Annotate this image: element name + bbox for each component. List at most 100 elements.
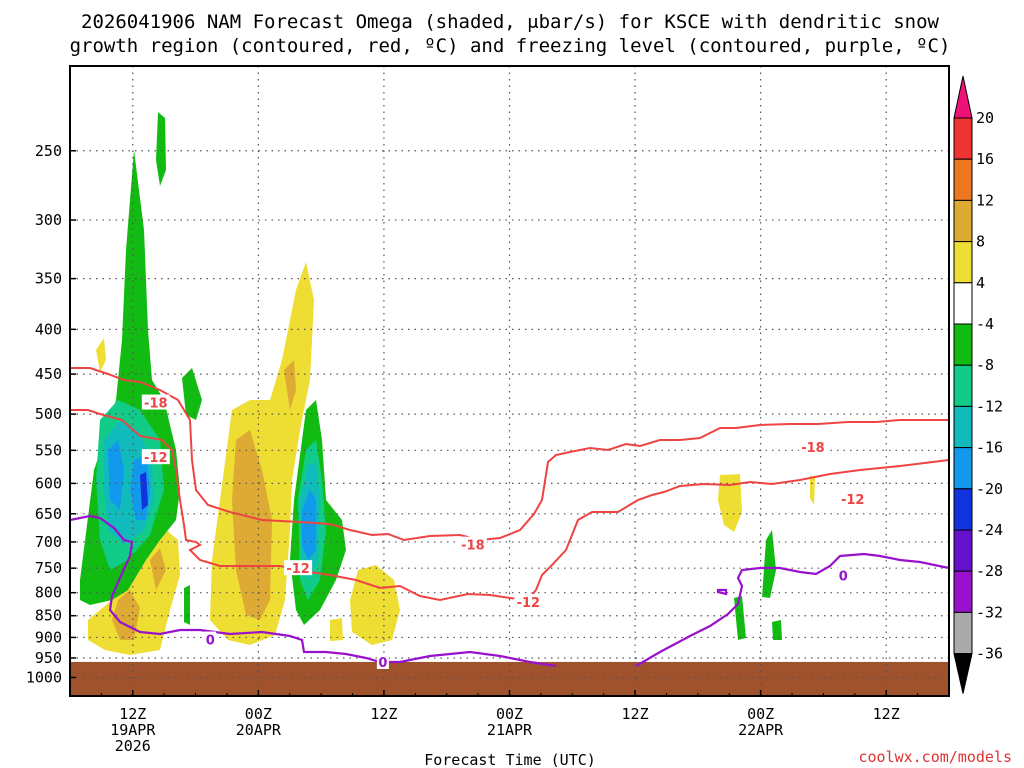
y-tick-label: 300 xyxy=(35,211,62,229)
omega-darkblue-region xyxy=(140,472,148,510)
colorbar-segment xyxy=(953,364,973,407)
colorbar-segment xyxy=(953,282,973,325)
omega-green-region xyxy=(734,596,746,640)
y-tick-label: 750 xyxy=(35,559,62,577)
y-tick-label: 450 xyxy=(35,365,62,383)
omega-yellow-region xyxy=(350,565,400,645)
colorbar-label: 20 xyxy=(976,109,994,127)
colorbar-segment xyxy=(953,241,973,284)
contour-label-background xyxy=(376,653,389,669)
colorbar-label: -28 xyxy=(976,562,1003,580)
omega-colorbar: 20 16 12 8 4 -4 -8 -12 -16 -20 -24 -28 -32 -36 xyxy=(953,75,1003,694)
colorbar-segment xyxy=(953,405,973,449)
omega-yellow-region xyxy=(330,618,343,641)
y-tick-label: 850 xyxy=(35,607,62,625)
y-tick-label: 400 xyxy=(35,320,62,338)
contour-label: -12 xyxy=(144,451,168,466)
freezing-level-closed xyxy=(716,588,728,596)
colorbar-label: 8 xyxy=(976,233,985,251)
x-tick-label: 12Z xyxy=(622,705,649,723)
colorbar-label: 12 xyxy=(976,191,994,209)
omega-green-region xyxy=(156,112,166,186)
colorbar-segment xyxy=(953,529,973,572)
colorbar-label: 4 xyxy=(976,274,985,292)
y-tick-label: 950 xyxy=(35,649,62,667)
contour-label: -18 xyxy=(801,441,825,456)
omega-yellow-region xyxy=(810,475,815,505)
freezing-level-contour xyxy=(70,514,949,668)
colorbar-segment xyxy=(953,199,973,243)
x-tick-label: 00Z xyxy=(245,705,272,723)
chart-title-line1: 2026041906 NAM Forecast Omega (shaded, μ… xyxy=(81,11,939,33)
colorbar-label: -12 xyxy=(976,397,1003,415)
colorbar-label: -16 xyxy=(976,439,1003,457)
colorbar-label: -32 xyxy=(976,603,1003,621)
x-tick-label: 00Z xyxy=(747,705,774,723)
x-tick-label: 21APR xyxy=(487,721,533,739)
grid-lines xyxy=(70,66,949,696)
omega-blue-region xyxy=(108,440,124,510)
omega-orange-region xyxy=(284,360,296,410)
x-tick-label: 12Z xyxy=(119,705,146,723)
contour-label-background xyxy=(514,594,543,610)
colorbar-segment xyxy=(953,158,973,201)
contour-label-background xyxy=(141,449,170,465)
x-tick-label: 12Z xyxy=(370,705,397,723)
colorbar-segment xyxy=(953,447,973,490)
omega-yellow-region xyxy=(718,474,742,532)
omega-orange-region xyxy=(232,430,272,620)
x-tick-label: 12Z xyxy=(873,705,900,723)
contour-label-background xyxy=(204,631,217,647)
contour-label: -12 xyxy=(286,562,310,577)
y-tick-label: 500 xyxy=(35,405,62,423)
colorbar-segment xyxy=(953,570,973,613)
x-tick-label: 00Z xyxy=(496,705,523,723)
contour-label-background xyxy=(798,438,827,454)
colorbar-segment xyxy=(953,611,973,655)
y-axis-ticks: 250 300 350 400 450 500 550 600 650 700 750 800 850 9… xyxy=(26,142,76,686)
colorbar-label: 16 xyxy=(976,150,994,168)
y-tick-label: 250 xyxy=(35,142,62,160)
plot-area: -18 -12 -18 -12 -12 -18 -12 0 0 0 xyxy=(70,66,949,696)
y-tick-label: 700 xyxy=(35,533,62,551)
contour-label: -12 xyxy=(517,596,541,611)
chart-title-line2: growth region (contoured, red, ºC) and f… xyxy=(70,35,951,57)
contour-label: 0 xyxy=(206,634,215,649)
colorbar-label: -24 xyxy=(976,521,1003,539)
plot-frame xyxy=(69,65,950,697)
x-tick-label: 22APR xyxy=(738,721,784,739)
isotherm-minus12-west xyxy=(70,409,949,602)
contour-label-background xyxy=(141,394,170,410)
colorbar-label: -4 xyxy=(976,315,994,333)
x-tick-label: 20APR xyxy=(236,721,282,739)
x-tick-label: 19APR xyxy=(110,721,156,739)
contour-label-background xyxy=(284,560,313,576)
contour-label-background xyxy=(838,490,867,506)
contour-label: 0 xyxy=(378,656,387,671)
y-tick-label: 550 xyxy=(35,441,62,459)
omega-green-region xyxy=(762,530,776,598)
omega-green-region xyxy=(182,368,202,420)
colorbar-top-triangle xyxy=(953,75,973,119)
colorbar-segment xyxy=(953,117,973,160)
y-tick-label: 650 xyxy=(35,505,62,523)
colorbar-segment xyxy=(953,323,973,366)
y-tick-label: 600 xyxy=(35,474,62,492)
omega-green-region xyxy=(184,585,190,625)
y-tick-label: 900 xyxy=(35,628,62,646)
contour-label-background xyxy=(837,567,850,583)
y-tick-label: 350 xyxy=(35,270,62,288)
contour-label-background xyxy=(458,536,487,552)
omega-orange-region xyxy=(150,548,166,590)
isotherm-minus18-west xyxy=(70,367,949,542)
colorbar-bottom-triangle xyxy=(953,653,973,694)
colorbar-label: -8 xyxy=(976,356,994,374)
x-tick-label: 2026 xyxy=(115,737,151,755)
x-axis-label: Forecast Time (UTC) xyxy=(424,751,596,768)
y-tick-label: 1000 xyxy=(26,668,62,686)
y-tick-label: 800 xyxy=(35,584,62,602)
contour-label: -18 xyxy=(461,539,485,554)
credit-link[interactable]: coolwx.com/models xyxy=(858,748,1012,766)
